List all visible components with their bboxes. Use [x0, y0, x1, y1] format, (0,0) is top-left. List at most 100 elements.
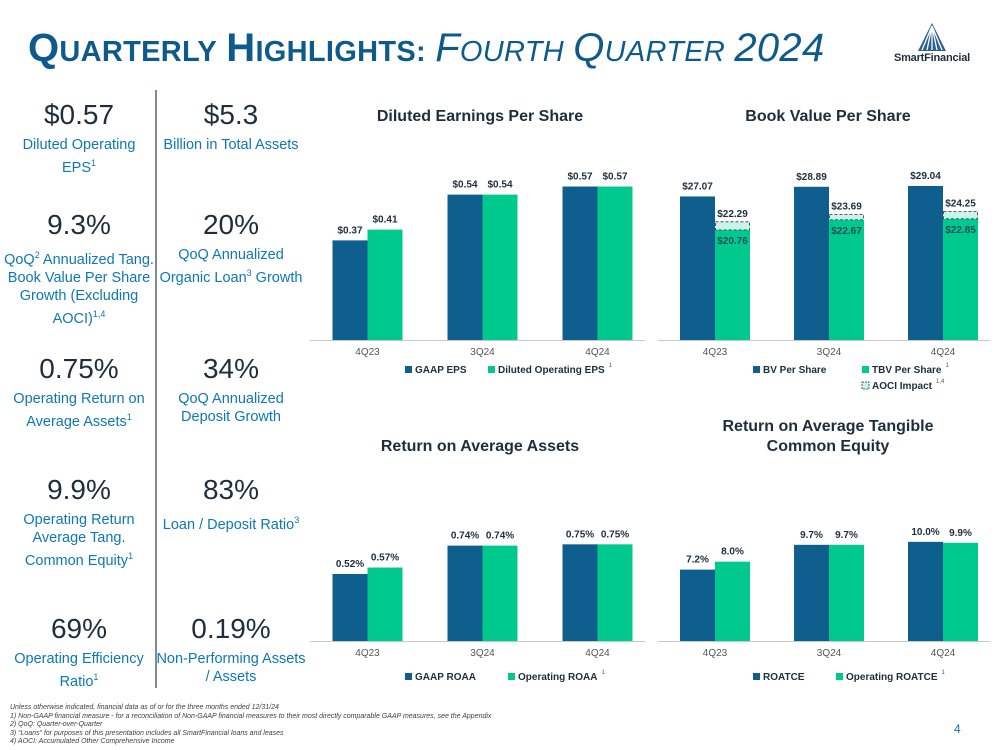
metric-value: $0.57 — [43, 99, 115, 130]
footnote: 2) QoQ: Quarter-over-Quarter — [10, 721, 103, 728]
legend-footnote-ref: 1 — [941, 670, 945, 676]
legend-label: AOCI Impact — [872, 381, 933, 392]
metric-label: Non-Performing Assets / Assets — [156, 651, 306, 685]
metric-value: $5.3 — [203, 99, 259, 130]
data-label: $0.37 — [337, 225, 362, 236]
metric-value: 9.3% — [47, 209, 111, 240]
bar-gaap-eps — [562, 186, 598, 340]
data-label: $28.89 — [796, 172, 827, 183]
data-label: 0.75% — [566, 529, 594, 540]
x-tick-label: 3Q24 — [470, 347, 495, 358]
chart-title-eps: Diluted Earnings Per Share — [376, 108, 584, 125]
metric-operating-roaa: 0.75% Operating Return on Average Assets… — [4, 354, 154, 431]
legend-footnote-ref: 1 — [945, 363, 949, 369]
x-tick-label: 3Q24 — [470, 648, 495, 659]
data-label: 0.74% — [486, 531, 514, 542]
metric-label: QoQ2 Annualized Tang. Book Value Per Sha… — [4, 250, 154, 327]
bar-gaap-eps — [447, 194, 483, 340]
bar-gaap-eps — [332, 240, 368, 340]
legend-swatch — [861, 381, 870, 390]
x-tick-label: 4Q24 — [931, 347, 956, 358]
footnotes: Unless otherwise indicated, financial da… — [10, 704, 491, 747]
bar-diluted-operating-eps — [482, 194, 518, 340]
data-label: $22.67 — [831, 226, 862, 237]
bar-operating-roatce — [715, 561, 750, 641]
x-tick-label: 4Q24 — [585, 347, 610, 358]
footnote: 1) Non-GAAP financial measure - for a re… — [10, 712, 492, 720]
bar-operating-roaa — [367, 567, 403, 641]
metric-label: Operating Efficiency Ratio1 — [14, 651, 144, 690]
bar-operating-roaa — [597, 544, 633, 641]
bar-bv-per-share — [680, 196, 715, 340]
data-label: $0.54 — [452, 180, 477, 191]
bar-operating-roaa — [482, 545, 518, 641]
legend-swatch — [488, 366, 495, 373]
metric-label: Operating Return Average Tang. Common Eq… — [23, 512, 135, 569]
legend-label: TBV Per Share — [872, 365, 942, 376]
data-label: $27.07 — [682, 181, 713, 192]
legend-swatch — [836, 673, 843, 680]
metric-label: Loan / Deposit Ratio3 — [162, 515, 300, 533]
bar-aoci-impact — [715, 221, 750, 231]
data-label: $0.41 — [372, 215, 397, 226]
x-tick-label: 4Q23 — [355, 347, 380, 358]
data-label: $20.76 — [717, 236, 748, 247]
metric-value: 9.9% — [47, 474, 111, 505]
legend-swatch — [405, 366, 412, 373]
bar-gaap-roaa — [447, 545, 483, 641]
bar-bv-per-share — [908, 186, 943, 340]
legend-label: ROATCE — [763, 672, 805, 683]
bar-roatce — [794, 544, 829, 641]
bar-aoci-impact — [829, 213, 864, 221]
bar-roatce — [680, 569, 715, 641]
bar-tbv-per-share — [715, 229, 750, 340]
metric-deposit-growth: 34% QoQ Annualized Deposit Growth — [156, 354, 306, 426]
bar-gaap-roaa — [562, 544, 598, 641]
metric-value: 20% — [202, 209, 260, 240]
data-label: 9.9% — [949, 528, 972, 539]
bar-tbv-per-share — [943, 218, 978, 340]
legend-swatch — [753, 673, 760, 680]
legend-swatch — [862, 366, 869, 373]
data-label: 0.74% — [451, 531, 479, 542]
data-label: $22.85 — [945, 225, 976, 236]
legend-label: GAAP EPS — [415, 365, 467, 376]
bar-operating-roatce — [829, 544, 864, 641]
metric-label: QoQ Annualized Organic Loan3 Growth — [159, 247, 303, 286]
bar-tbv-per-share — [829, 219, 864, 340]
metric-tbv-growth: 9.3% QoQ2 Annualized Tang. Book Value Pe… — [4, 210, 154, 328]
metric-value: 0.19% — [191, 613, 271, 644]
legend-footnote-ref: 1 — [601, 670, 605, 676]
legend-footnote-ref: 1 — [609, 363, 613, 369]
page-number: 4 — [954, 722, 961, 736]
metric-efficiency-ratio: 69% Operating Efficiency Ratio1 — [4, 614, 154, 691]
data-label: 0.57% — [371, 553, 399, 564]
x-tick-label: 4Q24 — [931, 648, 956, 659]
page-title: QUARTERLY HIGHLIGHTS: FOURTH QUARTER 202… — [28, 26, 825, 70]
data-label: $0.57 — [602, 172, 627, 183]
data-label: $0.54 — [487, 180, 512, 191]
bar-diluted-operating-eps — [597, 186, 633, 340]
bar-roatce — [908, 541, 943, 641]
data-label: $23.69 — [831, 201, 862, 212]
metric-diluted-operating-eps: $0.57 Diluted Operating EPS1 — [4, 100, 154, 177]
metric-label: Diluted Operating EPS1 — [22, 137, 136, 176]
x-tick-label: 4Q23 — [703, 347, 728, 358]
data-label: 8.0% — [721, 547, 744, 558]
data-label: 0.75% — [601, 529, 629, 540]
metric-npa-ratio: 0.19% Non-Performing Assets / Assets — [156, 614, 306, 686]
logo-text: SmartFinancial — [893, 52, 971, 64]
legend-swatch — [405, 673, 412, 680]
data-label: $22.29 — [717, 209, 748, 220]
bar-bv-per-share — [794, 186, 829, 340]
legend-label: Diluted Operating EPS — [498, 365, 605, 376]
metric-label: QoQ Annualized Deposit Growth — [178, 391, 284, 425]
x-tick-label: 3Q24 — [817, 347, 842, 358]
x-tick-label: 3Q24 — [817, 648, 842, 659]
legend-swatch — [753, 366, 760, 373]
bar-gaap-roaa — [332, 573, 368, 641]
data-label: $24.25 — [945, 198, 976, 209]
metric-value: 83% — [202, 474, 260, 505]
data-label: 10.0% — [911, 527, 939, 538]
x-tick-label: 4Q23 — [355, 648, 380, 659]
